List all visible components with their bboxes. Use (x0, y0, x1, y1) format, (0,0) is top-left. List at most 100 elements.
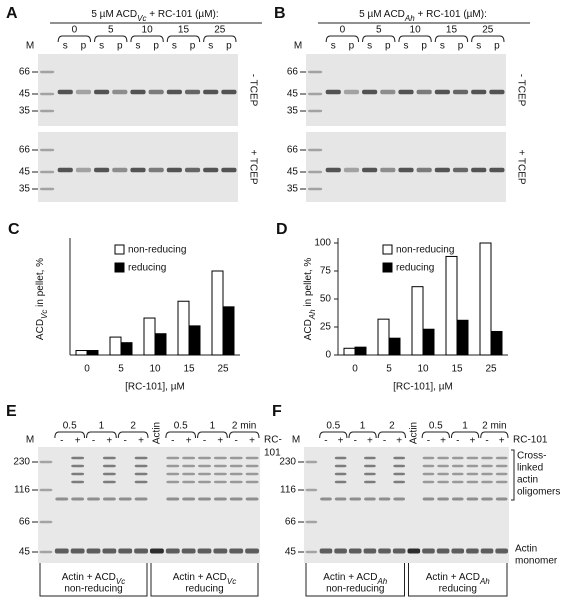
gel-band (416, 89, 432, 95)
bracket (166, 35, 201, 43)
gel-band (245, 497, 259, 501)
lane-label: - (427, 436, 430, 447)
lane-label: - (383, 436, 386, 447)
bar (456, 319, 469, 356)
bracket (117, 431, 149, 439)
gel-band (57, 167, 73, 173)
lane-label: + (138, 436, 144, 447)
gel-band (182, 472, 196, 476)
group-label: 15 (178, 25, 190, 36)
gel-band (40, 187, 55, 191)
gel-band (393, 456, 405, 460)
bracket (480, 431, 509, 439)
gel-band (398, 167, 414, 173)
bracket (203, 35, 237, 43)
box-label-part: Actin + ACD (323, 572, 377, 583)
gel-band (71, 497, 85, 501)
gel-band (181, 548, 196, 554)
group-box (305, 563, 405, 597)
legend-label: reducing (396, 263, 434, 274)
treatment-label: RC-101 (513, 435, 548, 446)
box-label-part: Actin + ACD (426, 572, 480, 583)
gel-band (481, 497, 493, 501)
group-label: 5 (376, 25, 382, 36)
bracket (54, 431, 86, 439)
panel-label: A (6, 5, 18, 22)
gel-band (112, 167, 128, 173)
group-box (150, 563, 259, 597)
lane-label: s (404, 41, 409, 52)
group-label: 1 (99, 421, 105, 432)
gel-band (334, 464, 347, 468)
group-label: 0.5 (63, 421, 77, 432)
gel-band (221, 167, 237, 173)
gel-band (451, 456, 464, 460)
mw-label: 66 (19, 145, 31, 156)
gel-band (308, 187, 323, 191)
mw-label: 66 (285, 517, 297, 528)
gel-band (86, 548, 101, 554)
gel-band (451, 464, 464, 468)
group-label: 0.5 (174, 421, 188, 432)
gel-band (166, 456, 180, 460)
gel-band (466, 464, 479, 468)
group-box (408, 563, 508, 597)
gel-band (134, 456, 148, 460)
bar (422, 328, 435, 356)
x-axis-label: [RC-101], µM (393, 382, 453, 393)
gel-band (325, 89, 341, 95)
lane-label: p (226, 41, 232, 52)
gel-band (308, 170, 323, 174)
annotation: Actin (515, 544, 537, 555)
gel-band (130, 89, 146, 95)
gel-band (481, 456, 493, 460)
mw-label: 35 (287, 106, 299, 117)
gel-band (40, 70, 55, 74)
gel-band (466, 480, 479, 484)
gel-band (364, 472, 376, 476)
gel-title-part: 5 µM ACD (359, 9, 405, 20)
lane-label: + (440, 436, 446, 447)
gel-band (213, 472, 227, 476)
box-label-part: Vc (227, 577, 236, 586)
lane-label: + (75, 436, 81, 447)
gel (306, 132, 506, 202)
mw-label: 35 (19, 184, 31, 195)
bracket (421, 431, 450, 439)
gel-band (364, 464, 376, 468)
box-label: Actin + ACDAh (426, 572, 491, 586)
gel-band (40, 148, 55, 152)
y-tick-label: 0 (325, 350, 331, 361)
lane-label: - (354, 436, 357, 447)
gel-band (55, 497, 69, 501)
legend-swatch (114, 262, 125, 273)
box-label-part: Ah (376, 577, 387, 586)
gel-band (320, 497, 332, 501)
legend-swatch (382, 262, 393, 273)
y-axis-label-part: in pellet, % (303, 258, 314, 310)
lane-label: s (136, 41, 141, 52)
actin-lane-label: Actin (408, 422, 419, 444)
panel-label: B (274, 5, 286, 22)
gel-band (495, 480, 508, 484)
mw-label: 66 (19, 67, 31, 78)
gel-band (466, 548, 479, 554)
gel-band (94, 89, 110, 95)
x-tick-label: 15 (183, 364, 195, 375)
mw-label: 116 (14, 485, 30, 496)
box-label: Actin + ACDVc (173, 572, 237, 586)
gel-band (245, 548, 259, 554)
y-axis-label-part: Vc (40, 310, 49, 319)
lane-label: p (117, 41, 123, 52)
gel-band (75, 167, 92, 173)
gel-title-part: + RC-101 (µM): (146, 9, 218, 20)
gel-band (134, 472, 148, 476)
annotation: monomer (515, 556, 558, 567)
gel-band (148, 167, 164, 173)
gel-band (102, 464, 116, 468)
gel-band (364, 497, 376, 501)
gel-title-part: 5 µM ACD (91, 9, 137, 20)
gel-band (334, 456, 347, 460)
gel-band (422, 548, 435, 554)
lane-label: - (235, 436, 238, 447)
